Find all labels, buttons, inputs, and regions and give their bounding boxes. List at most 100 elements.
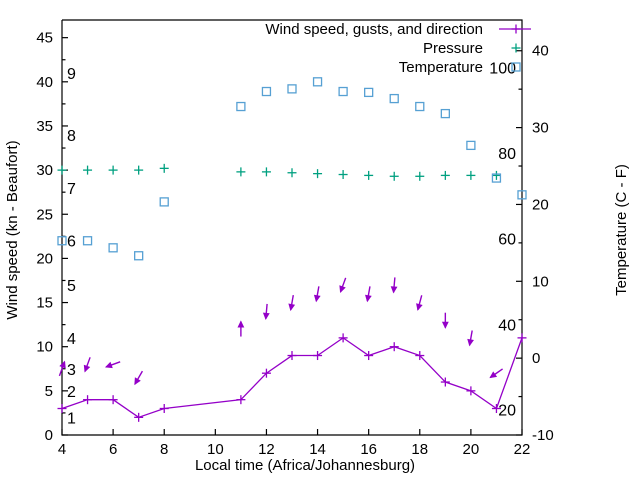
legend-label: Temperature [399,59,483,76]
wind-speed-line [61,337,523,419]
wind-direction-arrow [416,295,423,311]
pressure-point [491,170,501,180]
temperature-point [261,86,272,97]
temperature-point [491,173,502,183]
beaufort-label: 6 [67,234,76,251]
wind-direction-arrow [313,286,321,303]
wind-direction-arrow [339,277,347,294]
wind-speed-point [134,412,144,422]
wind-speed-point [287,351,297,361]
pressure-point [261,167,271,177]
x-tick-label: 22 [514,441,531,458]
y-tick-label: 20 [36,250,53,267]
y-tick-label: 25 [36,206,53,223]
temperature-point [389,93,399,104]
temperature-point [338,86,348,97]
y2-tick-label: 10 [532,273,549,290]
x-axis-title: Local time (Africa/Johannesburg) [195,457,415,474]
y2-tick-label: 20 [532,196,549,213]
beaufort-label: 5 [67,278,76,295]
beaufort-label: 8 [67,128,76,145]
pressure-point [389,171,399,181]
legend-item: Temperature [399,59,521,76]
wind-speed-point [466,386,476,396]
legend-label: Wind speed, gusts, and direction [265,21,483,38]
wind-speed-point [338,333,348,343]
wind-speed-point [517,333,527,343]
temperature-point [466,140,476,151]
y-tick-label: 35 [36,118,53,135]
legend-label: Pressure [423,40,483,57]
temperature-point [517,190,527,200]
y-tick-label: 40 [36,74,53,91]
pressure-point [364,170,374,180]
beaufort-label: 2 [67,384,76,401]
series-pressure [57,163,501,181]
fahrenheit-scale-labels: 20 40 60 80 100 [489,61,516,420]
pressure-point [134,165,144,175]
x-tick-label: 16 [360,441,377,458]
y-tick-label: 0 [45,427,53,444]
pressure-point [236,167,246,177]
wind-direction-arrow [441,312,449,329]
wind-speed-point [313,351,323,361]
wind-speed-point [108,395,118,405]
chart-legend: Wind speed, gusts, and direction Pressure… [265,21,531,76]
y2-tick-label: 0 [532,350,540,367]
fahrenheit-label: 40 [498,317,516,334]
wind-direction-arrow [365,286,372,303]
y2-tick-label: 40 [532,43,549,60]
plot-border [61,19,523,436]
series-temperature [57,77,527,261]
pressure-point [313,169,323,179]
temperature-point [159,197,169,207]
bottom-axis-ticks: 4 6 8 10 12 14 16 18 20 22 [58,429,531,458]
temperature-point [287,84,297,94]
pressure-point [159,163,169,173]
temperature-point [134,251,144,261]
temperature-point [57,236,67,246]
temperature-point [108,243,118,253]
wind-speed-point [389,342,399,352]
y2-axis-title: Temperature (C - F) [613,164,630,296]
wind-speed-point [159,404,169,414]
x-tick-label: 6 [109,441,117,458]
fahrenheit-label: 80 [498,146,516,163]
beaufort-label: 4 [67,331,76,348]
wind-direction-arrow [288,295,296,312]
wind-direction-arrow [390,277,398,294]
y-tick-label: 15 [36,295,53,312]
pressure-point [57,165,67,175]
left-axis-ticks: 0 5 10 15 20 25 30 35 40 45 [36,30,68,444]
wind-direction-arrow [467,330,474,347]
pressure-point [83,165,93,175]
x-tick-label: 14 [309,441,326,458]
temperature-point [415,101,425,112]
temperature-point [236,101,246,112]
x-tick-label: 20 [463,441,480,458]
beaufort-label: 1 [67,410,76,427]
y2-tick-label: 30 [532,120,549,137]
wind-speed-point [364,351,374,361]
beaufort-label: 3 [67,362,76,379]
wind-direction-arrow [489,368,503,379]
temperature-point [312,77,323,87]
legend-item: Wind speed, gusts, and direction [265,21,531,38]
fahrenheit-label: 60 [498,231,516,248]
legend-marker [511,24,521,34]
fahrenheit-label: 100 [489,61,516,78]
legend-marker [511,43,521,53]
wind-speed-point [440,377,450,387]
wind-direction-arrow [262,303,270,320]
plot-frame [61,19,523,436]
y2-tick-label: -10 [532,427,554,444]
beaufort-scale-labels: 1 2 3 4 5 6 7 8 9 [67,66,76,427]
pressure-point [287,168,297,178]
wind-speed-point [261,368,271,378]
wind-direction-arrow [104,361,121,369]
wind-direction-arrow [83,357,91,373]
x-tick-label: 10 [207,441,224,458]
y-tick-label: 10 [36,339,53,356]
